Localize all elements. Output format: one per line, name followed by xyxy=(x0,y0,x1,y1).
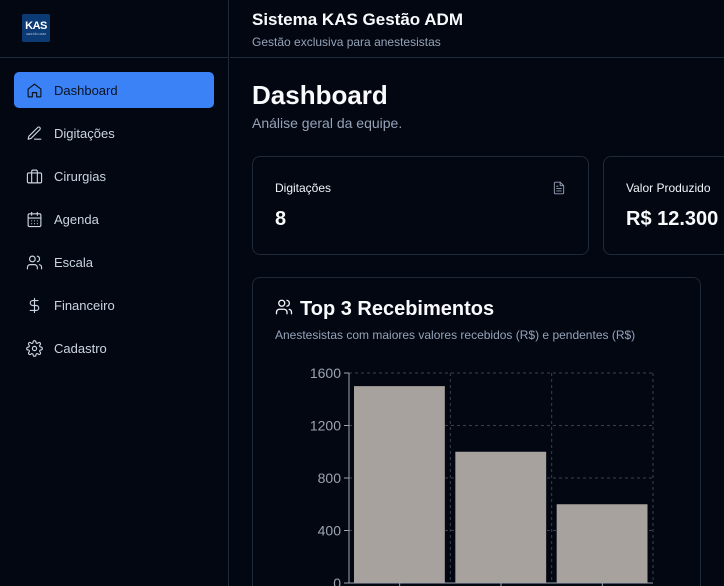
main-content: Dashboard Análise geral da equipe. Digit… xyxy=(252,80,724,586)
users-icon xyxy=(275,298,293,321)
sidebar-item-label: Digitações xyxy=(54,125,115,141)
sidebar-nav: Dashboard Digitações Cirurgias Agenda Es… xyxy=(0,58,228,387)
stat-value: R$ 12.300 xyxy=(626,208,719,230)
sidebar-item-label: Cirurgias xyxy=(54,168,107,184)
app-title: Sistema KAS Gestão ADM xyxy=(252,10,463,29)
chart-subtitle: Anestesistas com maiores valores recebid… xyxy=(275,328,636,342)
file-icon xyxy=(552,181,566,195)
home-icon xyxy=(25,81,43,99)
briefcase-icon xyxy=(25,167,43,185)
y-tick-label: 0 xyxy=(333,575,341,586)
y-tick-label: 1200 xyxy=(310,418,341,434)
page-subtitle: Análise geral da equipe. xyxy=(252,115,403,131)
sidebar-item-dashboard[interactable]: Dashboard xyxy=(14,72,214,108)
sidebar-item-cirurgias[interactable]: Cirurgias xyxy=(14,158,214,194)
sidebar-item-financeiro[interactable]: Financeiro xyxy=(14,287,214,323)
logo-subtext: GESTÃO ADM xyxy=(26,31,46,36)
stat-card-digitacoes: Digitações 8 xyxy=(252,156,589,255)
sidebar-item-escala[interactable]: Escala xyxy=(14,244,214,280)
sidebar-item-cadastro[interactable]: Cadastro xyxy=(14,330,214,366)
bar xyxy=(556,504,648,583)
bar-chart: 0 400 800 1200 1600 xyxy=(310,365,654,586)
sidebar-item-label: Dashboard xyxy=(54,82,118,98)
sidebar-item-label: Agenda xyxy=(54,211,99,227)
app-header: Sistema KAS Gestão ADM Gestão exclusiva … xyxy=(230,0,724,58)
page-title: Dashboard xyxy=(252,80,388,110)
stat-value: 8 xyxy=(275,208,287,230)
calendar-icon xyxy=(25,210,43,228)
stat-label: Digitações xyxy=(275,181,332,195)
stat-label: Valor Produzido xyxy=(626,181,711,195)
sidebar-logo-area: KAS GESTÃO ADM xyxy=(0,0,228,58)
y-tick-label: 1600 xyxy=(310,365,341,381)
y-tick-label: 800 xyxy=(318,470,342,486)
chart-title-row: Top 3 Recebimentos xyxy=(275,298,494,321)
users-icon xyxy=(25,253,43,271)
bar xyxy=(455,451,547,583)
pencil-icon xyxy=(25,124,43,142)
logo-text: KAS xyxy=(25,19,47,32)
sidebar-item-agenda[interactable]: Agenda xyxy=(14,201,214,237)
top-recebimentos-card: 0 400 800 1200 1600 Top 3 Recebimentos Anest… xyxy=(252,277,701,586)
dollar-icon xyxy=(25,296,43,314)
y-tick-label: 400 xyxy=(318,523,342,539)
sidebar-item-label: Financeiro xyxy=(54,297,115,313)
app-subtitle: Gestão exclusiva para anestesistas xyxy=(252,35,441,49)
sidebar: KAS GESTÃO ADM Dashboard Digitações Ciru… xyxy=(0,0,229,586)
stat-card-valor-produzido: Valor Produzido R$ 12.300 xyxy=(603,156,724,255)
gear-icon xyxy=(25,339,43,357)
sidebar-item-label: Cadastro xyxy=(54,340,107,356)
chart-title: Top 3 Recebimentos xyxy=(300,298,495,320)
logo[interactable]: KAS GESTÃO ADM xyxy=(22,14,50,42)
sidebar-item-digitacoes[interactable]: Digitações xyxy=(14,115,214,151)
bar xyxy=(354,386,445,583)
sidebar-item-label: Escala xyxy=(54,254,94,270)
